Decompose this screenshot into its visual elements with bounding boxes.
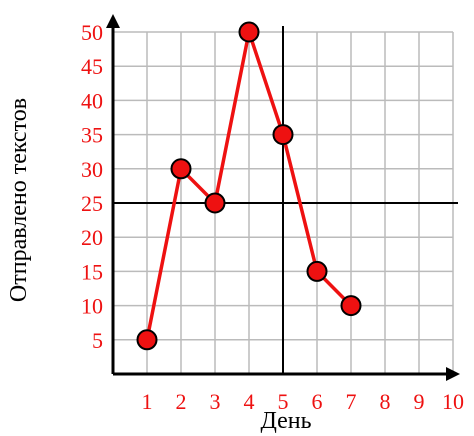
data-point bbox=[170, 158, 192, 180]
y-tick-labels: 5 10 15 20 25 30 35 40 45 50 bbox=[81, 20, 103, 353]
x-tick-label: 4 bbox=[244, 389, 255, 414]
x-tick-label: 7 bbox=[346, 389, 357, 414]
y-tick-label: 5 bbox=[92, 328, 103, 353]
y-axis-arrow bbox=[106, 14, 120, 28]
y-axis-title: Отправлено текстов bbox=[6, 98, 32, 302]
y-tick-label: 25 bbox=[81, 191, 103, 216]
y-tick-label: 15 bbox=[81, 259, 103, 284]
x-tick-label: 6 bbox=[312, 389, 323, 414]
chart-axes bbox=[106, 14, 460, 381]
chart-series bbox=[136, 21, 362, 351]
x-tick-label: 5 bbox=[278, 389, 289, 414]
y-tick-label: 35 bbox=[81, 123, 103, 148]
x-tick-label: 10 bbox=[442, 389, 464, 414]
data-point bbox=[204, 192, 226, 214]
data-point bbox=[272, 124, 294, 146]
y-tick-label: 30 bbox=[81, 157, 103, 182]
y-tick-label: 50 bbox=[81, 20, 103, 45]
y-tick-label: 20 bbox=[81, 225, 103, 250]
data-point bbox=[238, 21, 260, 43]
data-point bbox=[340, 295, 362, 317]
y-tick-label: 10 bbox=[81, 294, 103, 319]
x-axis-arrow bbox=[446, 367, 460, 381]
x-tick-label: 3 bbox=[210, 389, 221, 414]
y-tick-label: 40 bbox=[81, 88, 103, 113]
x-tick-label: 1 bbox=[142, 389, 153, 414]
x-tick-labels: 1 2 3 4 5 6 7 8 9 10 bbox=[142, 389, 465, 414]
x-tick-label: 8 bbox=[380, 389, 391, 414]
x-tick-label: 9 bbox=[414, 389, 425, 414]
x-axis-title: День bbox=[260, 408, 311, 434]
data-point bbox=[306, 260, 328, 282]
data-point bbox=[136, 329, 158, 351]
y-tick-label: 45 bbox=[81, 54, 103, 79]
x-tick-label: 2 bbox=[176, 389, 187, 414]
